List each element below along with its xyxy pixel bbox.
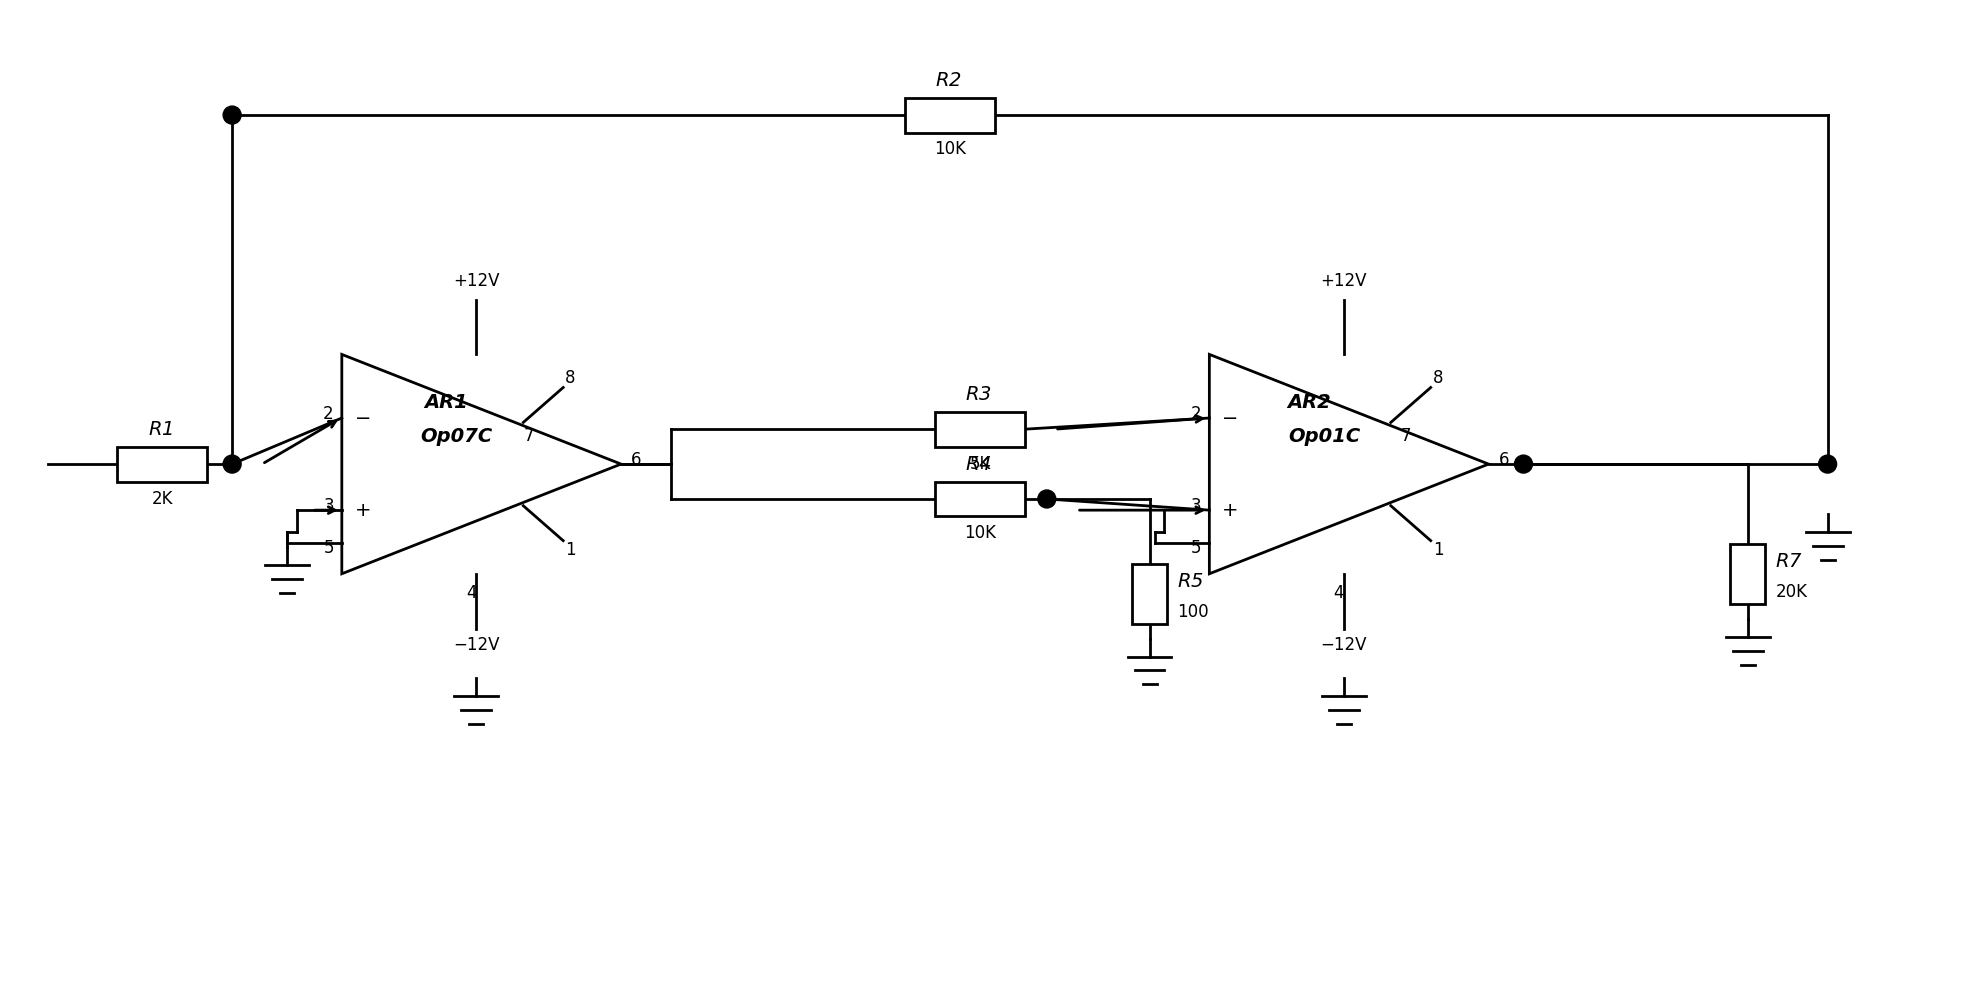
Bar <box>118 447 206 481</box>
Text: 1: 1 <box>1433 540 1443 559</box>
Bar <box>904 97 995 133</box>
Text: Op01C: Op01C <box>1288 427 1360 446</box>
Bar <box>936 411 1024 447</box>
Bar <box>1132 564 1168 624</box>
Bar <box>1730 544 1765 603</box>
Text: 4: 4 <box>466 584 476 602</box>
Text: +12V: +12V <box>454 272 499 289</box>
Circle shape <box>1819 456 1836 473</box>
Text: 3: 3 <box>1191 497 1201 516</box>
Text: $R$3: $R$3 <box>965 385 991 403</box>
Text: 1: 1 <box>564 540 576 559</box>
Text: 5: 5 <box>322 539 334 557</box>
Text: 7: 7 <box>523 427 535 445</box>
Text: 7: 7 <box>1402 427 1412 445</box>
Text: +: + <box>354 501 372 520</box>
Text: 2: 2 <box>322 405 334 423</box>
Text: −12V: −12V <box>1321 636 1366 653</box>
Text: 2K: 2K <box>151 489 173 508</box>
Text: $R$2: $R$2 <box>934 71 961 90</box>
Text: Op07C: Op07C <box>421 427 493 446</box>
Text: 8: 8 <box>564 370 576 388</box>
Text: 3: 3 <box>322 497 334 516</box>
Text: 10K: 10K <box>934 141 965 158</box>
Text: +12V: +12V <box>1321 272 1366 289</box>
Text: 4: 4 <box>1333 584 1345 602</box>
Text: $R$4: $R$4 <box>965 455 991 473</box>
Text: 20K: 20K <box>1775 583 1807 600</box>
Text: $R$1: $R$1 <box>147 419 173 439</box>
Text: 2: 2 <box>1191 405 1201 423</box>
Text: −: − <box>354 408 372 427</box>
Text: +: + <box>1223 501 1239 520</box>
Text: $R$7: $R$7 <box>1775 552 1803 572</box>
Text: 5K: 5K <box>969 455 991 472</box>
Text: AR2: AR2 <box>1288 393 1331 411</box>
Bar <box>936 481 1024 517</box>
Circle shape <box>1514 456 1532 473</box>
Text: 8: 8 <box>1433 370 1443 388</box>
Text: 5: 5 <box>1191 539 1201 557</box>
Text: 6: 6 <box>1498 451 1510 469</box>
Text: $R$5: $R$5 <box>1178 573 1203 591</box>
Text: 6: 6 <box>631 451 641 469</box>
Circle shape <box>224 106 242 124</box>
Text: 100: 100 <box>1178 602 1209 621</box>
Text: −12V: −12V <box>454 636 499 653</box>
Text: 10K: 10K <box>963 524 997 542</box>
Text: −: − <box>1223 408 1239 427</box>
Circle shape <box>1038 490 1056 508</box>
Circle shape <box>224 456 242 473</box>
Text: AR1: AR1 <box>425 393 468 411</box>
